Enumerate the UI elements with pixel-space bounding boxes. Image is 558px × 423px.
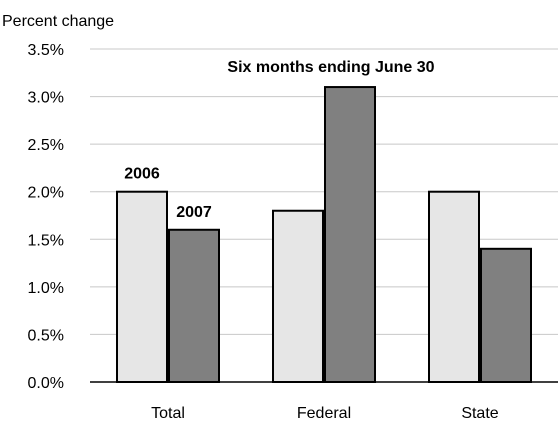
category-labels: Total Federal State [151, 405, 499, 422]
bar-total-2006 [116, 190, 168, 383]
series-label-2006: 2006 [124, 166, 160, 183]
y-tick-label: 3.5% [28, 42, 64, 59]
chart-title: Six months ending June 30 [227, 59, 434, 76]
y-tick-label: 3.0% [28, 90, 64, 107]
category-label: Federal [297, 405, 351, 422]
bars [116, 86, 532, 384]
y-tick-label: 2.0% [28, 185, 64, 202]
bar-federal-2007 [324, 86, 376, 384]
bar-state-2006 [428, 190, 480, 383]
y-tick-labels: 0.0% 0.5% 1.0% 1.5% 2.0% 2.5% 3.0% 3.5% [28, 42, 64, 392]
y-tick-label: 1.0% [28, 280, 64, 297]
y-tick-label: 1.5% [28, 232, 64, 249]
y-tick-label: 0.0% [28, 375, 64, 392]
y-axis-label: Percent change [2, 13, 114, 30]
bar-total-2007 [168, 228, 220, 383]
series-label-2007: 2007 [176, 204, 212, 221]
y-tick-label: 2.5% [28, 137, 64, 154]
bar-state-2007 [480, 247, 532, 383]
y-tick-label: 0.5% [28, 327, 64, 344]
series-labels: 2006 2007 [124, 166, 212, 221]
category-label: State [461, 405, 498, 422]
bar-federal-2006 [272, 209, 324, 383]
category-label: Total [151, 405, 185, 422]
